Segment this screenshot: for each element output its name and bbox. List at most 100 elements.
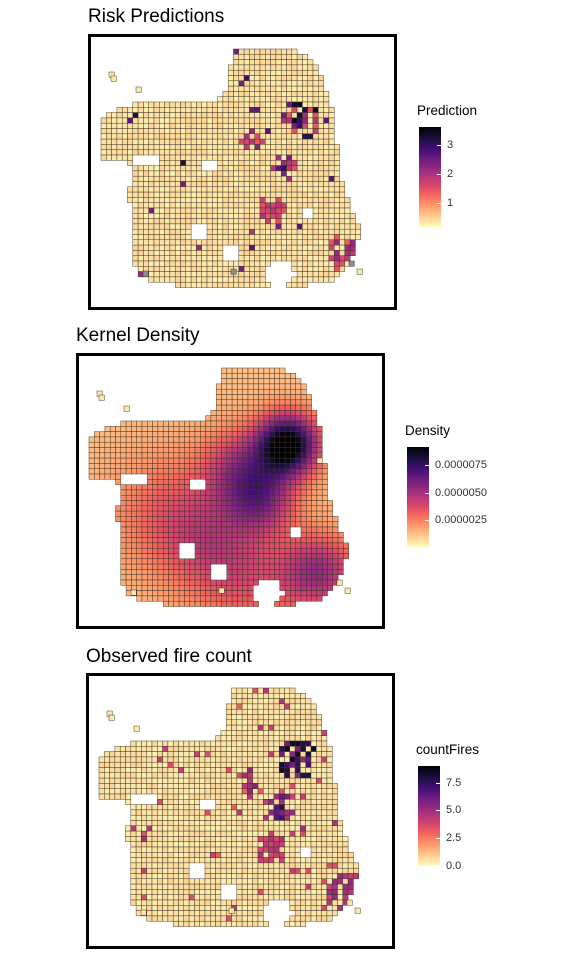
grid-cell bbox=[194, 431, 201, 438]
grid-cell bbox=[247, 441, 254, 448]
grid-cell bbox=[259, 202, 266, 209]
grid-cell bbox=[312, 175, 319, 182]
grid-cell bbox=[183, 756, 190, 763]
grid-cell bbox=[328, 122, 335, 129]
grid-cell bbox=[257, 883, 264, 890]
grid-cell bbox=[194, 846, 200, 853]
grid-cell bbox=[252, 793, 259, 800]
grid-cell bbox=[247, 899, 253, 906]
grid-cell bbox=[316, 526, 323, 533]
grid-cell bbox=[268, 693, 275, 699]
grid-cell bbox=[247, 820, 253, 827]
grid-cell bbox=[215, 426, 222, 432]
grid-cell bbox=[183, 878, 190, 885]
grid-cell bbox=[194, 905, 200, 911]
grid-cell bbox=[178, 772, 185, 779]
grid-cell bbox=[135, 809, 142, 816]
grid-cell bbox=[135, 867, 142, 874]
grid-cell bbox=[268, 825, 275, 832]
grid-cell bbox=[355, 234, 361, 241]
grid-cell bbox=[132, 181, 139, 188]
grid-cell bbox=[310, 724, 317, 731]
grid-cell bbox=[162, 600, 169, 607]
grid-cell bbox=[305, 899, 312, 906]
grid-cell bbox=[286, 48, 293, 55]
grid-cell bbox=[263, 894, 269, 901]
grid-cell bbox=[237, 590, 243, 597]
grid-cell bbox=[98, 777, 105, 784]
grid-cell bbox=[326, 788, 333, 795]
grid-cell bbox=[349, 223, 356, 230]
grid-cell bbox=[189, 431, 196, 438]
grid-cell bbox=[291, 202, 298, 209]
grid-cell bbox=[328, 223, 335, 230]
grid-cell bbox=[284, 761, 291, 768]
grid-cell bbox=[119, 793, 126, 800]
grid-cell bbox=[159, 165, 165, 172]
grid-cell bbox=[137, 202, 144, 209]
grid-cell bbox=[254, 138, 261, 145]
grid-cell bbox=[162, 553, 169, 560]
grid-cell bbox=[210, 878, 216, 885]
grid-cell bbox=[188, 899, 195, 906]
grid-cell bbox=[326, 905, 333, 911]
grid-cell bbox=[274, 526, 281, 533]
grid-cell bbox=[157, 452, 164, 459]
grid-cell bbox=[316, 468, 323, 475]
grid-cell bbox=[263, 563, 270, 570]
grid-cell bbox=[173, 505, 180, 512]
density-colorbar bbox=[407, 447, 429, 547]
grid-cell bbox=[280, 197, 287, 203]
grid-cell bbox=[300, 436, 307, 443]
grid-cell bbox=[194, 793, 200, 800]
grid-cell bbox=[141, 862, 147, 869]
grid-cell bbox=[152, 441, 159, 448]
grid-cell bbox=[151, 809, 158, 816]
grid-cell bbox=[221, 526, 228, 533]
grid-cell bbox=[172, 915, 179, 922]
grid-cell bbox=[306, 537, 312, 544]
grid-cell bbox=[104, 452, 111, 459]
grid-cell bbox=[174, 128, 181, 135]
grid-cell bbox=[302, 244, 308, 251]
grid-cell bbox=[275, 85, 282, 92]
grid-cell bbox=[252, 920, 259, 927]
grid-cell bbox=[221, 373, 228, 379]
grid-cell bbox=[114, 761, 121, 768]
grid-cell bbox=[188, 920, 195, 927]
grid-cell bbox=[217, 186, 224, 193]
grid-cell bbox=[205, 489, 212, 496]
grid-cell bbox=[152, 537, 159, 544]
grid-cell bbox=[162, 910, 169, 917]
grid-cell bbox=[316, 735, 322, 742]
grid-cell bbox=[227, 191, 234, 198]
grid-cell bbox=[259, 255, 266, 262]
grid-cell bbox=[98, 793, 105, 800]
grid-cell bbox=[205, 569, 212, 575]
grid-cell bbox=[268, 537, 275, 544]
grid-cell bbox=[227, 96, 234, 103]
grid-cell bbox=[349, 234, 356, 241]
grid-cell bbox=[284, 693, 291, 699]
grid-cell bbox=[294, 899, 301, 906]
grid-cell bbox=[167, 799, 174, 805]
grid-cell bbox=[215, 436, 222, 443]
grid-cell bbox=[217, 207, 224, 214]
kernel-density-map bbox=[76, 353, 385, 629]
grid-cell bbox=[196, 170, 202, 177]
grid-cell bbox=[302, 128, 308, 135]
grid-cell bbox=[279, 532, 286, 538]
grid-cell bbox=[300, 542, 307, 549]
grid-cell bbox=[120, 457, 127, 464]
grid-cell bbox=[258, 378, 265, 385]
grid-cell bbox=[153, 133, 160, 140]
grid-cell bbox=[157, 814, 163, 821]
grid-cell bbox=[253, 510, 259, 517]
grid-cell bbox=[349, 213, 356, 219]
grid-cell bbox=[253, 378, 259, 385]
grid-cell bbox=[342, 852, 349, 858]
grid-cell bbox=[300, 547, 307, 554]
grid-cell bbox=[263, 735, 269, 742]
grid-cell bbox=[185, 276, 192, 283]
grid-cell bbox=[290, 479, 296, 485]
